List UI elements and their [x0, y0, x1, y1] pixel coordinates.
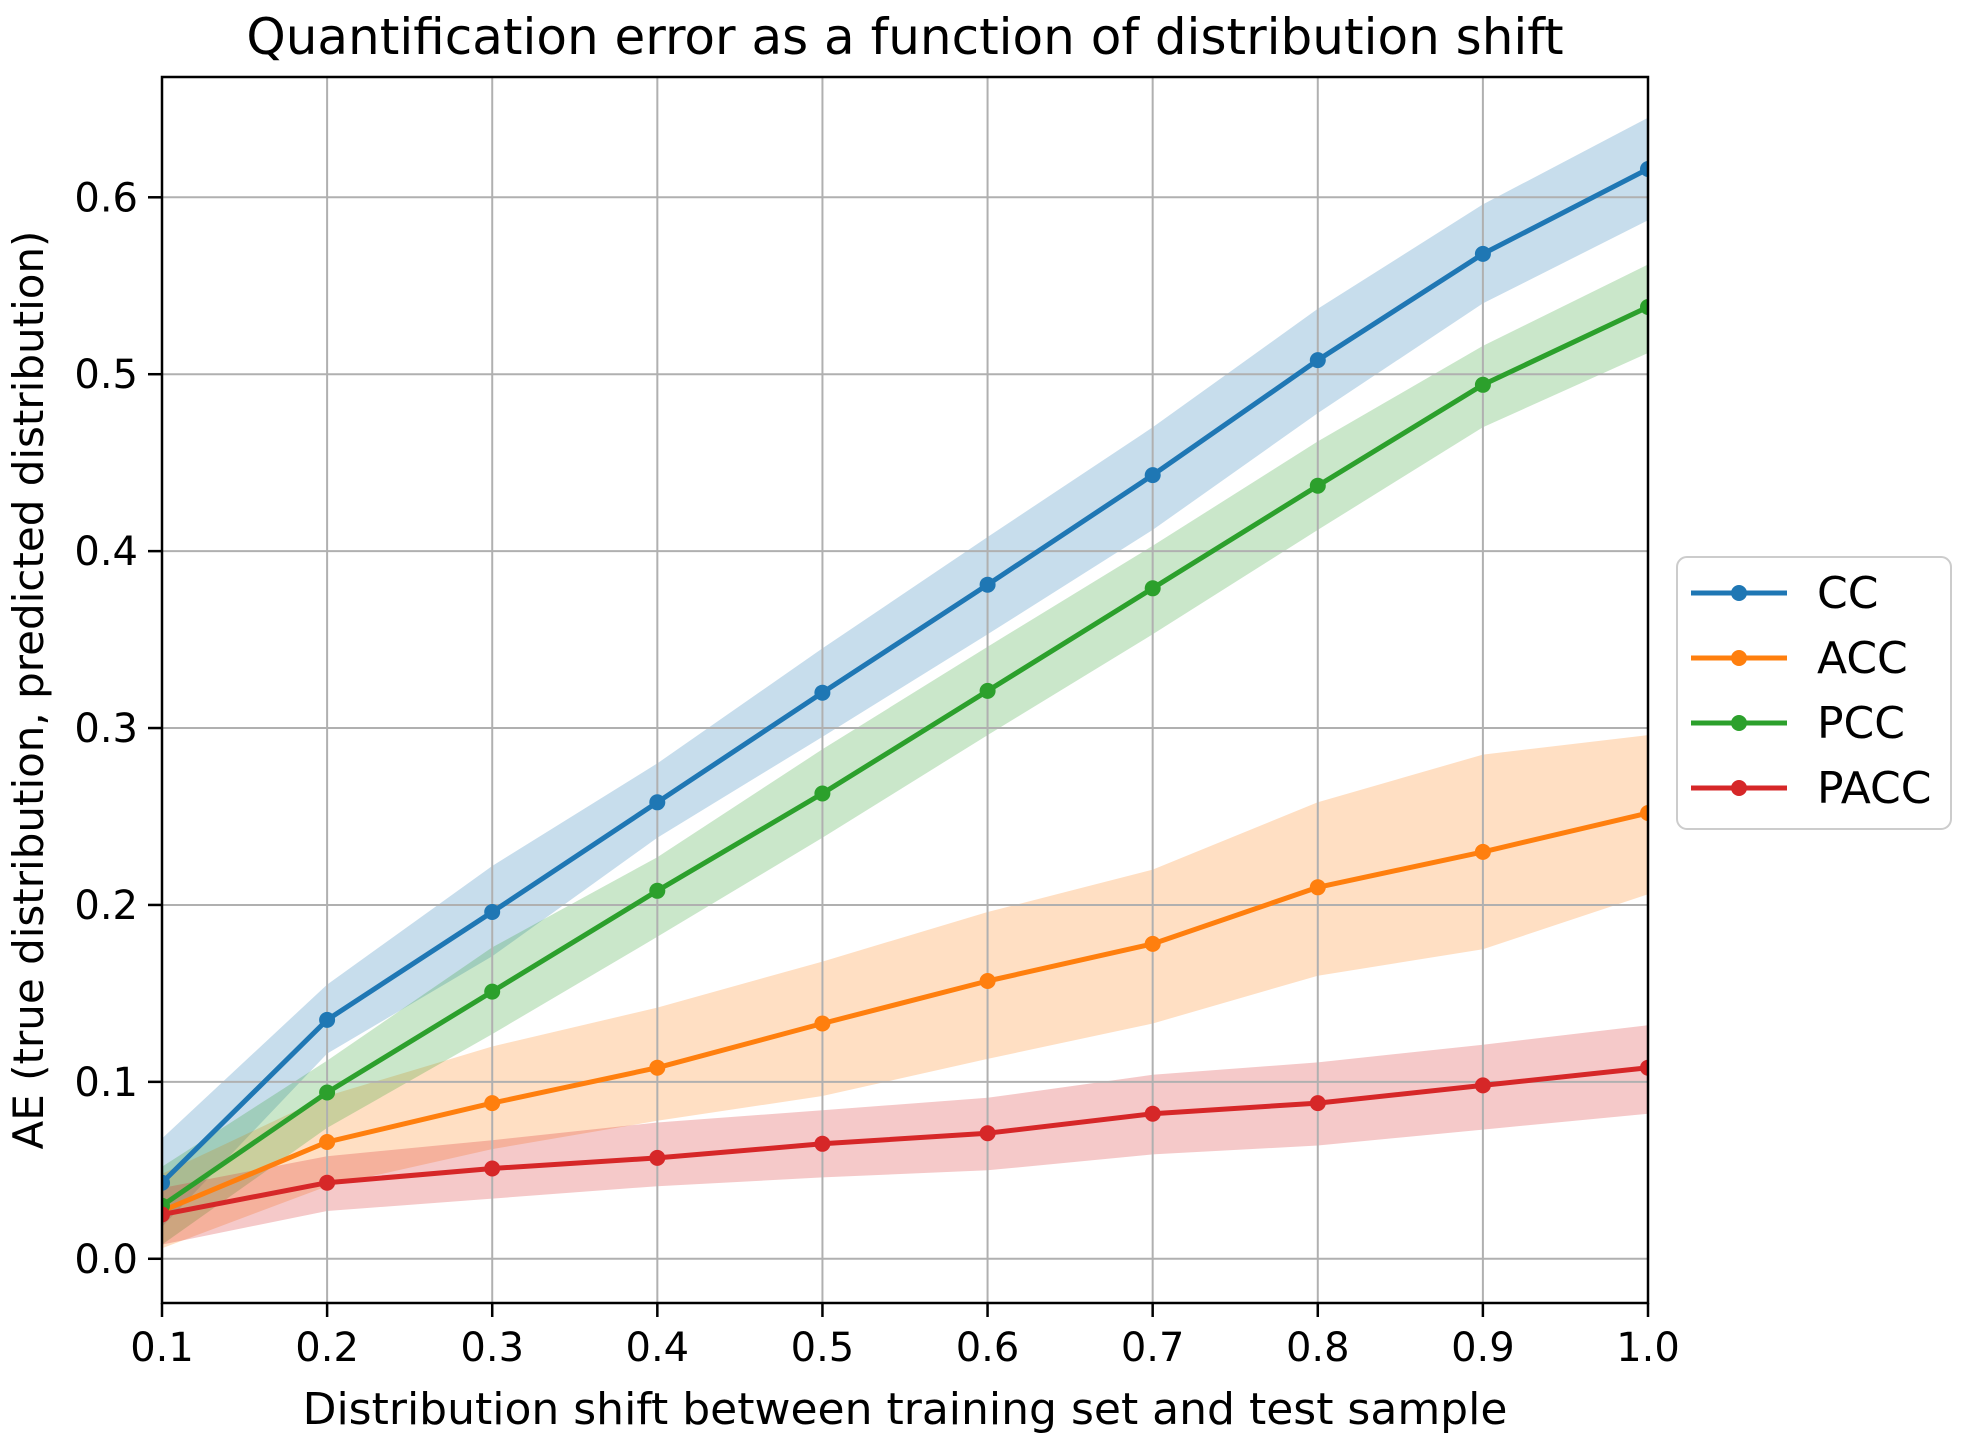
marker-pacc [1144, 1105, 1161, 1122]
marker-pacc [814, 1135, 831, 1152]
line-cc [162, 166, 1648, 1186]
marker-pacc [1640, 1059, 1648, 1076]
y-tick-label: 0.3 [74, 706, 138, 752]
legend-swatch-marker-cc [1731, 585, 1747, 601]
marker-acc [484, 1095, 501, 1112]
legend-swatch-marker-pcc [1731, 715, 1747, 731]
marker-cc [1474, 245, 1491, 262]
marker-pacc [319, 1174, 336, 1191]
line-pacc [162, 1065, 1648, 1217]
x-tick-label: 0.1 [130, 1325, 194, 1371]
marker-pcc [1474, 376, 1491, 393]
line-pcc [162, 304, 1648, 1209]
y-tick-label: 0.0 [74, 1237, 138, 1283]
x-tick-label: 0.9 [1451, 1325, 1515, 1371]
x-tick-label: 0.7 [1121, 1325, 1185, 1371]
y-tick-label: 0.6 [74, 175, 138, 221]
x-tick-label: 1.0 [1616, 1325, 1680, 1371]
legend-label-cc: CC [1817, 568, 1878, 619]
marker-pacc [484, 1160, 501, 1177]
x-tick-label: 0.8 [1286, 1325, 1350, 1371]
marker-pcc [1144, 580, 1161, 597]
marker-cc [979, 576, 996, 593]
legend-label-acc: ACC [1817, 633, 1908, 684]
y-tick-label: 0.1 [74, 1060, 138, 1106]
marker-pcc [484, 983, 501, 1000]
x-tick-label: 0.2 [295, 1325, 359, 1371]
marker-pacc [649, 1149, 666, 1166]
legend-box [1676, 556, 1952, 830]
marker-acc [319, 1134, 336, 1150]
marker-pcc [1309, 477, 1326, 494]
marker-pacc [979, 1125, 996, 1142]
line-acc [162, 810, 1648, 1214]
marker-cc [162, 1174, 170, 1191]
marker-pcc [319, 1084, 336, 1101]
x-tick-label: 0.4 [626, 1325, 690, 1371]
marker-acc [814, 1015, 831, 1032]
marker-pacc [1474, 1077, 1491, 1094]
x-tick-label: 0.5 [791, 1325, 855, 1371]
marker-cc [1144, 467, 1161, 484]
marker-acc [1309, 879, 1326, 896]
marker-pacc [162, 1206, 170, 1223]
marker-acc [1640, 805, 1648, 821]
marker-acc [979, 973, 996, 989]
x-axis-label: Distribution shift between training set … [302, 1384, 1508, 1435]
marker-cc [814, 684, 831, 701]
marker-acc [1474, 843, 1491, 860]
marker-cc [1309, 352, 1326, 369]
y-tick-label: 0.5 [74, 352, 138, 398]
marker-acc [1144, 935, 1161, 952]
legend-label-pcc: PCC [1817, 698, 1905, 749]
x-tick-label: 0.6 [956, 1325, 1020, 1371]
marker-pcc [649, 882, 666, 899]
marker-cc [1640, 161, 1648, 177]
legend-label-pacc: PACC [1817, 763, 1932, 814]
marker-acc [649, 1059, 666, 1076]
band-cc [162, 117, 1648, 1227]
legend-swatch-marker-acc [1731, 650, 1747, 666]
axes-spines [160, 75, 1650, 1305]
marker-cc [649, 794, 666, 811]
marker-cc [484, 904, 501, 920]
marker-pcc [1640, 299, 1648, 315]
y-tick-label: 0.2 [74, 883, 138, 929]
x-tick-label: 0.3 [460, 1325, 524, 1371]
chart-title: Quantification error as a function of di… [246, 8, 1564, 66]
marker-pcc [979, 682, 996, 699]
marker-pacc [1309, 1095, 1326, 1112]
marker-cc [319, 1011, 336, 1028]
marker-pcc [814, 785, 831, 802]
y-tick-label: 0.4 [74, 529, 138, 575]
band-pacc [162, 1025, 1648, 1245]
band-acc [162, 735, 1648, 1249]
legend-swatch-marker-pacc [1731, 780, 1747, 796]
